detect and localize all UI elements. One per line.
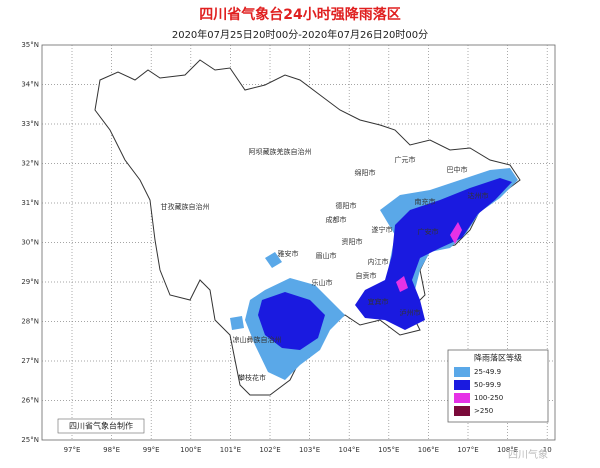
city-label: 乐山市 [312,278,333,287]
lat-label: 26°N [21,397,39,405]
lon-label: 106°E [418,446,439,454]
subtitle: 2020年07月25日20时00分-2020年07月26日20时00分 [172,28,428,41]
city-label: 凉山彝族自治州 [233,335,282,344]
legend-title: 降雨落区等级 [474,353,522,363]
lon-label: 99°E [143,446,160,454]
lat-label: 29°N [21,278,39,286]
footer-box [57,418,145,434]
city-label: 阿坝藏族羌族自治州 [249,147,312,156]
lat-label: 30°N [21,239,39,247]
legend: 降雨落区等级 25-49.9 50-99.9 100-250 >250 [447,349,549,423]
lon-label: 100°E [180,446,201,454]
rain-area [258,292,325,350]
legend-label: 100-250 [474,394,503,402]
city-label: 南充市 [415,197,436,206]
grid: 35°N 34°N 33°N 32°N 31°N 30°N 29°N 28°N 27°N 26°N… [21,41,555,454]
lat-label: 31°N [21,199,39,207]
city-label: 德阳市 [336,201,357,210]
city-label: 宜宾市 [368,297,389,306]
legend-label: 25-49.9 [474,368,501,376]
city-label: 眉山市 [316,251,337,260]
rain-area [265,252,282,268]
lon-label: 104°E [339,446,360,454]
legend-swatch [454,380,470,390]
legend-label: >250 [474,407,493,415]
city-label: 泸州市 [400,308,421,317]
lat-label: 28°N [21,318,39,326]
city-label: 成都市 [326,215,347,224]
city-label: 绵阳市 [355,168,376,177]
lat-label: 27°N [21,357,39,365]
lon-label: 103°E [299,446,320,454]
rain-area [355,178,512,330]
city-label: 遂宁市 [372,225,393,234]
lat-label: 32°N [21,160,39,168]
lat-label: 25°N [21,436,39,444]
lon-label: 10 [543,446,552,454]
city-label: 巴中市 [447,165,468,174]
city-label: 雅安市 [278,249,299,258]
lon-label: 107°E [457,446,478,454]
city-label: 广元市 [395,155,416,164]
legend-swatch [454,367,470,377]
lon-label: 102°E [259,446,280,454]
city-label: 达州市 [468,191,489,200]
rain-area [450,222,462,244]
lat-label: 34°N [21,81,39,89]
lat-label: 33°N [21,120,39,128]
city-label: 广安市 [418,227,439,236]
lat-label: 35°N [21,41,39,49]
city-label: 甘孜藏族自治州 [161,202,210,211]
rain-area [396,276,408,292]
city-label: 资阳市 [342,237,363,246]
city-label: 自贡市 [356,271,377,280]
title: 四川省气象台24小时强降雨落区 [199,6,400,23]
rain-areas [230,168,518,380]
legend-swatch [454,406,470,416]
lon-label: 101°E [220,446,241,454]
footer: 四川省气象台制作 [69,421,133,431]
lon-label: 105°E [378,446,399,454]
city-label: 攀枝花市 [238,373,266,382]
legend-swatch [454,393,470,403]
legend-label: 50-99.9 [474,381,501,389]
lon-label: 108°E [497,446,518,454]
watermark: 四川气象 [508,448,548,461]
city-label: 内江市 [368,257,389,266]
rain-area [230,316,244,330]
lon-label: 98°E [103,446,120,454]
lon-label: 97°E [64,446,81,454]
